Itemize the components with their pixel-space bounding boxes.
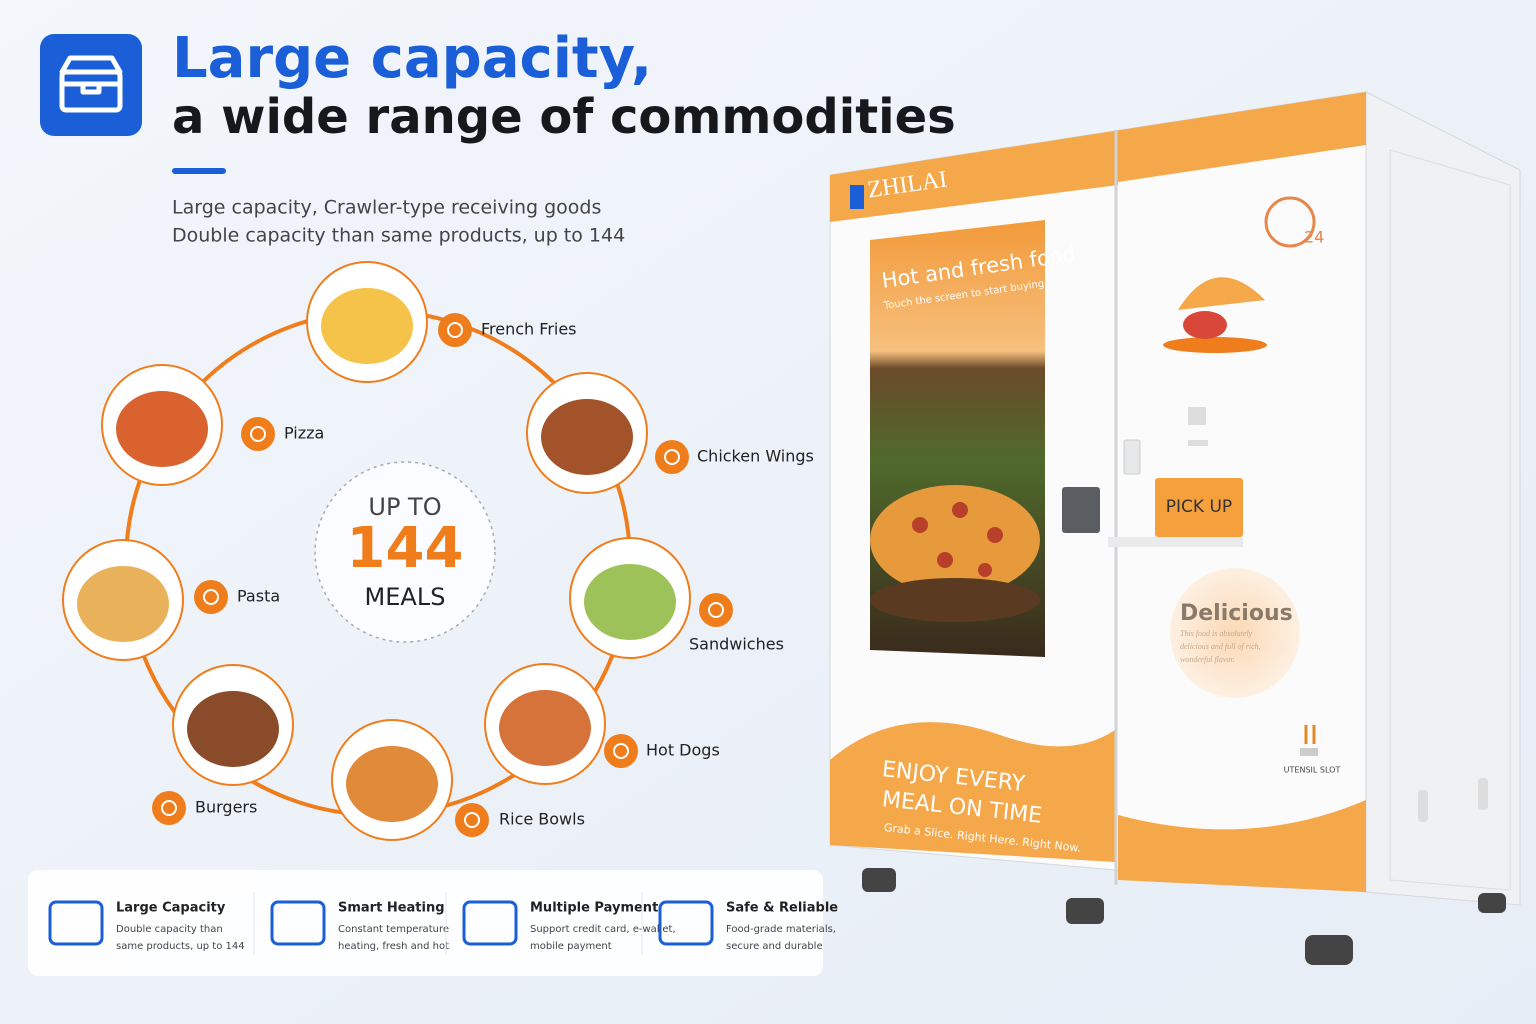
feature-icon — [48, 900, 104, 946]
food-icon-glyph — [664, 449, 680, 465]
card-reader — [1062, 487, 1100, 533]
top-band — [830, 92, 1366, 222]
subtitle: Large capacity, Crawler-type receiving g… — [172, 197, 601, 219]
utensil-label: UTENSIL SLOT — [1284, 766, 1341, 775]
food-image — [541, 399, 633, 475]
food-icon-glyph — [613, 743, 629, 759]
feature-title: Safe & Reliable — [726, 901, 838, 916]
box-icon — [59, 55, 123, 113]
feature-text: same products, up to 144 — [116, 941, 245, 952]
bottom-wave — [1118, 800, 1366, 892]
badge-text: This food is absolutely — [1180, 629, 1253, 638]
food-icon — [655, 440, 689, 474]
feature-title: Multiple Payment — [530, 901, 658, 916]
food-label: Pizza — [284, 424, 324, 443]
food-label: Rice Bowls — [499, 810, 585, 829]
food-icon-glyph — [161, 800, 177, 816]
food-icon — [241, 417, 275, 451]
food-icon — [152, 791, 186, 825]
food-image — [584, 564, 676, 640]
food-label: Sandwiches — [689, 635, 784, 654]
food-label: Hot Dogs — [646, 741, 720, 760]
feature-panel — [28, 870, 823, 976]
bottom-wave — [830, 722, 1115, 862]
food-image — [116, 391, 208, 467]
feature-text: secure and durable — [726, 941, 823, 952]
feature-icon — [462, 900, 518, 946]
title: Large capacity, — [172, 26, 652, 91]
side-panel — [1389, 149, 1511, 891]
badge-title: Delicious — [1180, 601, 1293, 626]
food-icon — [699, 593, 733, 627]
food-list: French Fries Pizza Chicken Wings Pasta Sandw… — [62, 261, 814, 841]
badge-text: delicious and full of rich, — [1180, 642, 1261, 651]
cloche — [1178, 277, 1265, 310]
vending-machine: ZHILAI Hot and fresh food Touch the scre… — [829, 91, 1521, 965]
badge-text: wonderful flavor. — [1180, 655, 1235, 664]
food-icon — [438, 313, 472, 347]
capacity-prefix: UP TO — [368, 493, 441, 521]
food-icon-glyph — [203, 589, 219, 605]
pizza — [870, 485, 1040, 595]
food-icon — [604, 734, 638, 768]
plate — [1163, 337, 1267, 353]
feature-title: Large Capacity — [116, 901, 226, 916]
sensor — [1188, 407, 1206, 425]
food-icon-glyph — [447, 322, 463, 338]
hours: 24 — [1304, 228, 1324, 247]
food-image — [187, 691, 279, 767]
utensil-slot — [1300, 748, 1318, 756]
scanner — [1123, 439, 1141, 475]
food-label: Pasta — [237, 587, 280, 606]
pizza-board — [870, 578, 1040, 622]
food-icon — [455, 803, 489, 837]
feature-text: heating, fresh and hot — [338, 941, 449, 952]
food-image — [346, 746, 438, 822]
pickup-box — [1155, 478, 1243, 537]
feature-text: Support credit card, e-wallet, — [530, 924, 676, 935]
food-label: Burgers — [195, 798, 257, 817]
feature-list: Large Capacity Double capacity than same p… — [48, 892, 838, 955]
subtitle: Double capacity than same products, up t… — [172, 225, 625, 247]
food-icon-glyph — [250, 426, 266, 442]
handle — [1418, 790, 1428, 822]
food-image — [77, 566, 169, 642]
clock-icon — [1264, 196, 1316, 248]
food-image — [499, 690, 591, 766]
sensor — [1188, 440, 1208, 446]
food-icon-glyph — [708, 602, 724, 618]
machine-side — [1365, 91, 1521, 906]
feature-text: Food-grade materials, — [726, 924, 836, 935]
feature-text: Double capacity than — [116, 924, 223, 935]
food-label: French Fries — [481, 320, 577, 339]
underline — [172, 168, 226, 174]
food-icon — [194, 580, 228, 614]
capacity-suffix: MEALS — [365, 583, 446, 611]
center-circle — [314, 461, 496, 643]
feature-text: Constant temperature — [338, 924, 449, 935]
food-icon — [1183, 311, 1227, 339]
utensil-icon — [1304, 725, 1316, 744]
wheels — [862, 868, 1506, 965]
badge — [1170, 568, 1300, 698]
pickup-label: PICK UP — [1166, 497, 1232, 517]
food-label: Chicken Wings — [697, 447, 814, 466]
feature-title: Smart Heating — [338, 901, 445, 916]
pickup-shelf — [1108, 537, 1243, 547]
logo-mark — [850, 185, 864, 209]
title: a wide range of commodities — [172, 89, 956, 145]
food-icon-glyph — [464, 812, 480, 828]
capacity-number: 144 — [347, 516, 464, 581]
feature-icon — [270, 900, 326, 946]
food-image — [321, 288, 413, 364]
handle — [1478, 778, 1488, 810]
feature-text: mobile payment — [530, 941, 612, 952]
toppings — [912, 502, 1003, 577]
feature-icon — [658, 900, 714, 946]
